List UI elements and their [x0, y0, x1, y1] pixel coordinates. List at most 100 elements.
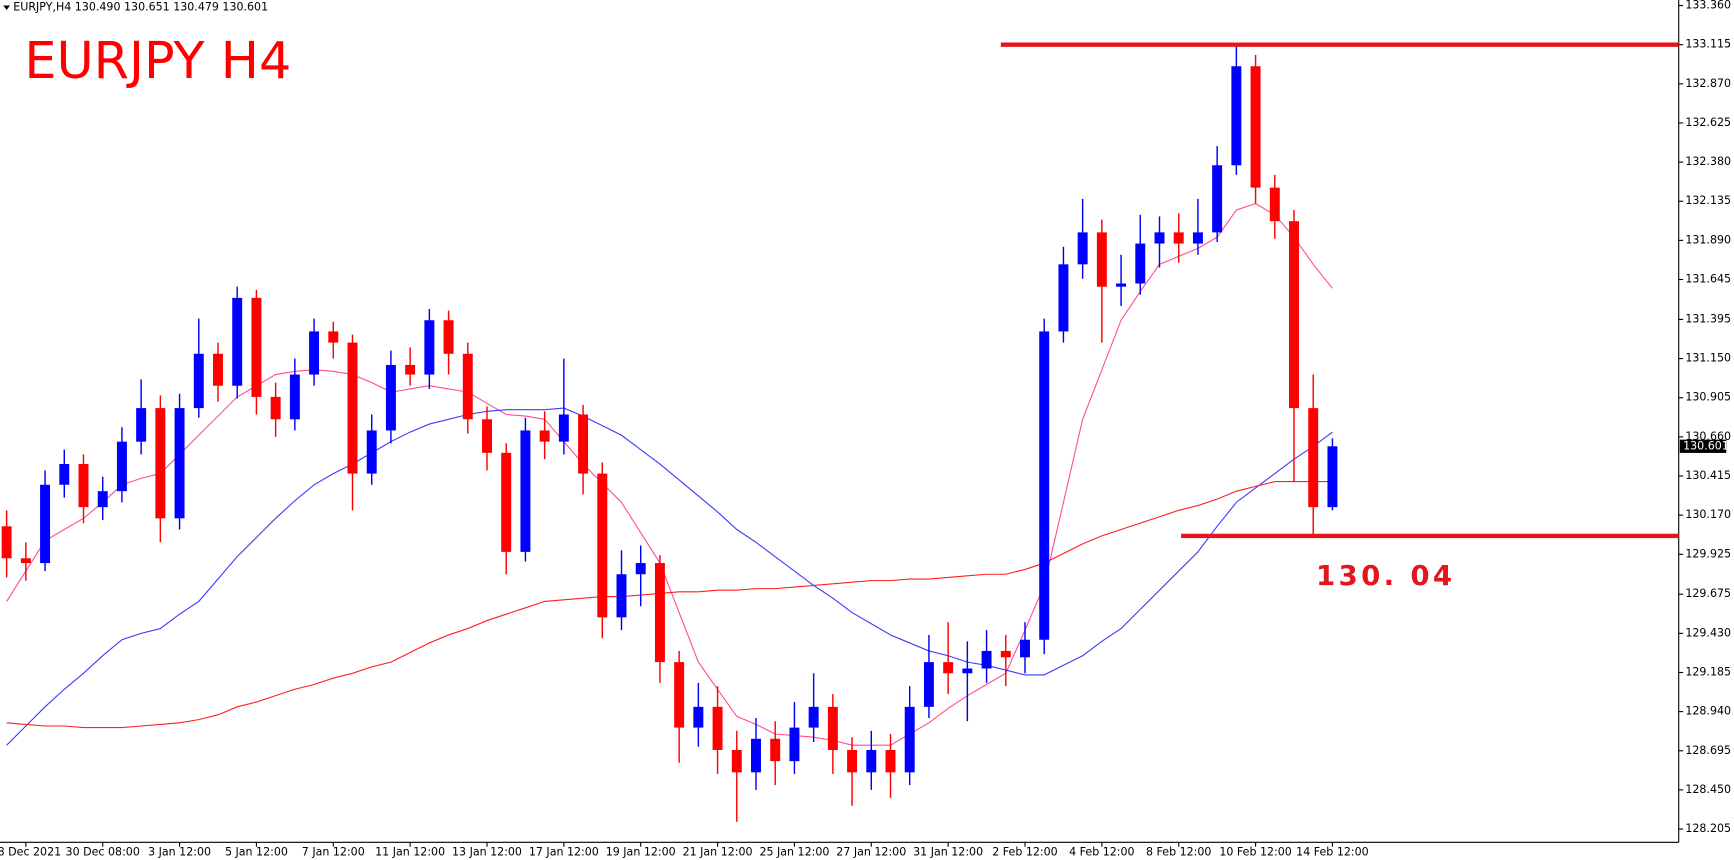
- candle-body: [213, 353, 223, 386]
- candle-body: [827, 706, 838, 750]
- x-tick-label: 13 Jan 12:00: [452, 845, 522, 858]
- moving-average: [6, 203, 1333, 746]
- y-tick-label: 131.645: [1685, 273, 1731, 286]
- candle-body: [385, 364, 396, 431]
- candle-body: [789, 727, 800, 762]
- candle-body: [232, 297, 243, 386]
- candle-body: [1327, 446, 1338, 508]
- candle-body: [78, 464, 89, 508]
- candle-body: [808, 706, 819, 728]
- x-tick-label: 17 Jan 12:00: [529, 845, 599, 858]
- y-tick-label: 132.625: [1685, 116, 1731, 129]
- candle-body: [1096, 232, 1107, 287]
- y-tick-label: 131.890: [1685, 233, 1731, 246]
- candle-body: [962, 668, 973, 674]
- candle-body: [1077, 232, 1088, 265]
- candle-body: [1269, 187, 1280, 222]
- candle-body: [847, 749, 858, 773]
- y-tick-label: 133.115: [1685, 38, 1731, 51]
- candle-body: [1308, 408, 1319, 508]
- candle-body: [674, 662, 685, 728]
- x-tick-label: 3 Jan 12:00: [148, 845, 211, 858]
- candle-body: [59, 464, 70, 485]
- candle-body: [309, 331, 320, 375]
- candle-body: [923, 662, 934, 707]
- candle-body: [1000, 650, 1011, 658]
- candle-body: [347, 342, 358, 474]
- candle-body: [520, 430, 531, 552]
- candle-body: [904, 706, 915, 773]
- y-tick-label: 130.415: [1685, 469, 1731, 482]
- candle-body: [136, 408, 147, 442]
- candle-body: [116, 441, 127, 492]
- x-tick-label: 25 Jan 12:00: [759, 845, 829, 858]
- candle-body: [270, 396, 281, 420]
- candle-body: [289, 374, 300, 420]
- moving-average: [6, 407, 1333, 746]
- y-tick-label: 129.925: [1685, 547, 1731, 560]
- y-tick-label: 129.185: [1685, 665, 1731, 678]
- y-tick-label: 129.675: [1685, 587, 1731, 600]
- y-tick-label: 128.940: [1685, 705, 1731, 718]
- y-tick-label: 131.150: [1685, 352, 1731, 365]
- candle-body: [1020, 639, 1030, 658]
- x-tick-label: 11 Jan 12:00: [375, 845, 445, 858]
- y-tick-label: 132.380: [1685, 155, 1731, 168]
- candle-body: [597, 473, 608, 618]
- candle-body: [366, 430, 377, 474]
- candle-body: [943, 662, 954, 674]
- y-tick-label: 128.450: [1685, 783, 1731, 796]
- x-tick-label: 2 Feb 12:00: [992, 845, 1057, 858]
- candle-body: [539, 430, 550, 442]
- candle-body: [1212, 165, 1223, 233]
- candle-body: [1116, 283, 1127, 287]
- candle-body: [616, 574, 627, 618]
- candle-body: [193, 353, 204, 409]
- candle-body: [1058, 264, 1069, 332]
- candle-body: [405, 364, 416, 375]
- y-tick-label: 131.395: [1685, 312, 1731, 325]
- candle-body: [693, 706, 704, 728]
- y-tick-label: 132.135: [1685, 194, 1731, 207]
- candle-body: [1135, 243, 1146, 284]
- x-tick-label: 31 Jan 12:00: [913, 845, 983, 858]
- x-tick-label: 30 Dec 08:00: [66, 845, 140, 858]
- candle-body: [1192, 232, 1203, 244]
- x-tick-label: 19 Jan 12:00: [606, 845, 676, 858]
- candle-body: [981, 650, 992, 669]
- candle-body: [482, 419, 492, 453]
- x-tick-label: 21 Jan 12:00: [683, 845, 753, 858]
- moving-average: [6, 481, 1333, 729]
- y-tick-label: 128.695: [1685, 744, 1731, 757]
- x-tick-label: 7 Jan 12:00: [302, 845, 365, 858]
- candle-body: [866, 749, 877, 773]
- candle-body: [635, 563, 646, 575]
- candle-body: [1250, 66, 1261, 188]
- y-tick-label: 130.905: [1685, 391, 1731, 404]
- x-tick-label: 28 Dec 2021: [0, 845, 61, 858]
- candle-body: [443, 320, 454, 354]
- level-label: 130. 04: [1316, 559, 1455, 592]
- x-tick-label: 4 Feb 12:00: [1069, 845, 1134, 858]
- candle-body: [578, 414, 589, 474]
- y-tick-label: 130.660: [1685, 430, 1731, 443]
- candle-body: [20, 558, 31, 564]
- y-tick-label: 130.170: [1685, 508, 1731, 521]
- candle-body: [97, 491, 108, 508]
- last-price-box: [1679, 439, 1727, 453]
- x-tick-label: 10 Feb 12:00: [1219, 845, 1291, 858]
- candle-body: [1231, 66, 1242, 166]
- candle-body: [654, 563, 665, 663]
- candle-body: [1173, 232, 1184, 244]
- x-tick-label: 27 Jan 12:00: [836, 845, 906, 858]
- candle-body: [558, 414, 569, 442]
- candle-body: [1289, 221, 1299, 409]
- candle-body: [501, 452, 512, 552]
- y-tick-label: 133.360: [1685, 0, 1731, 12]
- chart-title: EURJPY H4: [24, 31, 291, 90]
- y-tick-label: 132.870: [1685, 77, 1731, 90]
- candle-body: [1039, 331, 1050, 640]
